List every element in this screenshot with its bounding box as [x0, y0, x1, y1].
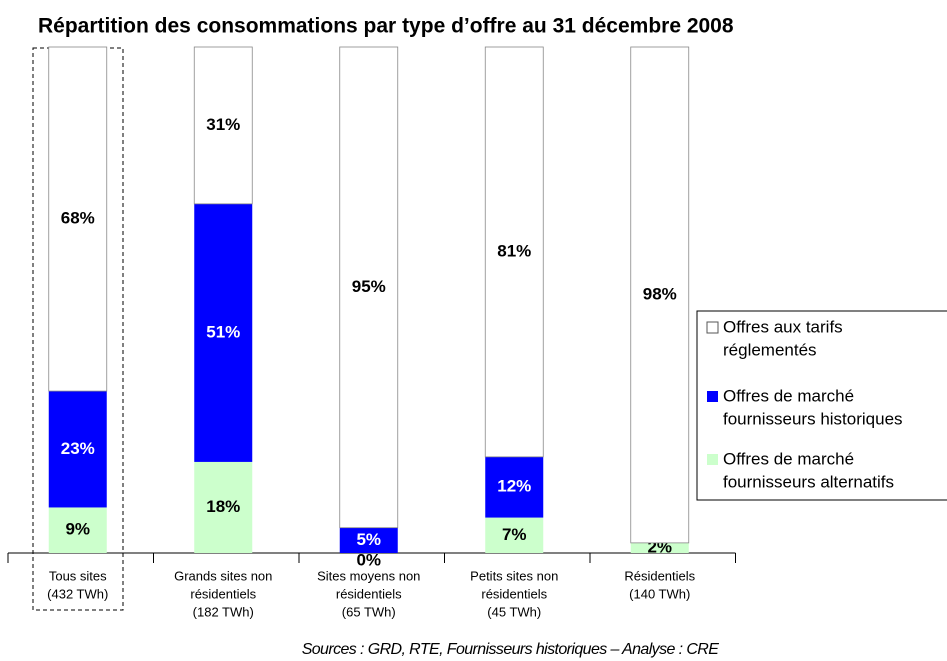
value-label: 31% — [206, 115, 240, 134]
value-label: 51% — [206, 322, 240, 341]
source-note: Sources : GRD, RTE, Fournisseurs histori… — [302, 641, 720, 658]
x-tick-label: Tous sites — [49, 568, 107, 583]
value-label: 68% — [61, 209, 95, 228]
x-tick-label: Petits sites non — [470, 568, 558, 583]
x-tick-label: Résidentiels — [624, 568, 695, 583]
value-label: 12% — [497, 477, 531, 496]
value-label: 0% — [356, 550, 381, 569]
value-label: 9% — [65, 520, 90, 539]
legend-label: fournisseurs alternatifs — [723, 472, 894, 491]
value-label: 5% — [356, 530, 381, 549]
value-label: 95% — [352, 277, 386, 296]
bar-segment — [630, 46, 690, 544]
x-tick-label: résidentiels — [190, 586, 256, 601]
value-label: 23% — [61, 439, 95, 458]
value-label: 18% — [206, 497, 240, 516]
bar-segment — [194, 461, 253, 553]
bar-segment — [339, 527, 398, 553]
x-tick-label: Grands sites non — [174, 568, 272, 583]
x-tick-label: (140 TWh) — [629, 586, 690, 601]
bar-segment — [630, 542, 689, 553]
legend-label: Offres de marché — [723, 449, 854, 468]
legend-swatch — [706, 321, 719, 334]
x-tick-label: (45 TWh) — [487, 604, 541, 619]
legend-label: fournisseurs historiques — [723, 409, 903, 428]
x-tick-label: (65 TWh) — [342, 604, 396, 619]
bar-segment — [48, 46, 108, 392]
bar-segment — [339, 46, 399, 529]
legend — [696, 310, 947, 501]
legend-label: réglementés — [723, 340, 817, 359]
legend-label: Offres de marché — [723, 386, 854, 405]
value-label: 98% — [643, 284, 677, 303]
legend-swatch — [707, 454, 718, 465]
legend-label: Offres aux tarifs — [723, 317, 843, 336]
chart-title: Répartition des consommations par type d… — [38, 15, 734, 38]
x-tick-label: (182 TWh) — [193, 604, 254, 619]
value-label: 7% — [502, 525, 527, 544]
bar-segment — [484, 46, 544, 458]
x-tick-label: (432 TWh) — [47, 586, 108, 601]
bar-segment — [193, 46, 253, 205]
bar-segment — [48, 391, 107, 508]
value-label: 81% — [497, 241, 531, 260]
x-tick-label: résidentiels — [336, 586, 402, 601]
bar-segment — [485, 456, 544, 518]
legend-swatch — [707, 391, 718, 402]
x-tick-label: résidentiels — [481, 586, 547, 601]
bar-segment — [48, 507, 107, 553]
bar-segment — [194, 203, 253, 462]
x-tick-label: Sites moyens non — [317, 568, 420, 583]
bar-segment — [485, 517, 544, 553]
